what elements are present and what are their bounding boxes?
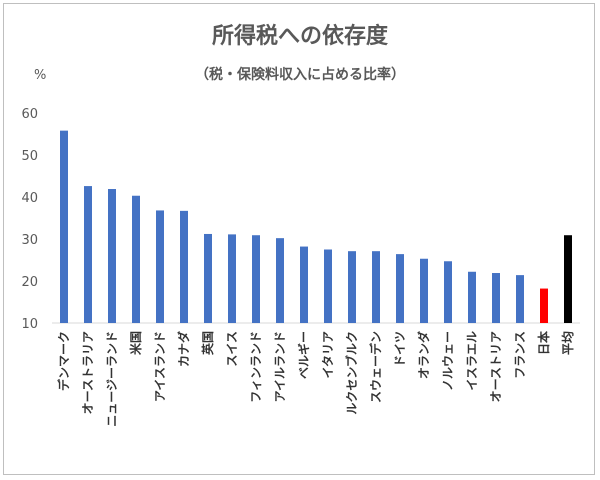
y-tick-label: 50 xyxy=(21,149,38,164)
x-tick-label: オランダ xyxy=(416,331,431,379)
chart-frame xyxy=(3,3,595,475)
bar xyxy=(228,234,236,323)
bar xyxy=(372,251,380,323)
bar xyxy=(132,195,140,323)
x-tick-label: イスラエル xyxy=(465,331,479,391)
bar xyxy=(84,186,92,323)
x-axis-labels: デンマーク オーストラリア ニュージーランド 米国 アイスランド カナダ 英国 スイス フィンラ… xyxy=(56,331,575,427)
bar xyxy=(444,261,452,323)
x-tick-label: スイス xyxy=(225,331,239,367)
x-tick-label: アイルランド xyxy=(273,331,287,402)
bar xyxy=(204,233,212,323)
x-tick-label: ルクセンブルク xyxy=(344,331,359,415)
x-tick-label: カナダ xyxy=(176,331,191,367)
chart-title: 所得税への依存度 xyxy=(211,24,388,49)
x-tick-label: オーストリア xyxy=(489,331,503,402)
x-tick-label: ドイツ xyxy=(393,331,407,367)
y-axis-unit: % xyxy=(34,68,47,83)
chart-subtitle: （税・保険料収入に占める比率） xyxy=(195,67,405,83)
x-tick-label: デンマーク xyxy=(56,331,71,391)
x-tick-label: 米国 xyxy=(128,331,143,355)
bar xyxy=(492,273,500,323)
bars-group xyxy=(60,130,572,323)
bar xyxy=(396,254,404,323)
x-tick-label: ベルギー xyxy=(296,331,311,379)
x-tick-label: イタリア xyxy=(321,331,335,379)
bar xyxy=(180,210,188,323)
x-tick-label: フランス xyxy=(513,331,527,379)
x-tick-label: 日本 xyxy=(536,331,551,355)
y-tick-label: 60 xyxy=(21,107,38,122)
x-tick-label: フィンランド xyxy=(249,331,263,403)
bar xyxy=(540,288,548,323)
x-tick-label: 英国 xyxy=(200,331,215,355)
bar xyxy=(564,235,572,323)
x-tick-label: スウェーデン xyxy=(368,331,383,403)
y-tick-label: 10 xyxy=(21,317,38,332)
bar xyxy=(108,189,116,323)
y-tick-label: 40 xyxy=(21,191,38,206)
bar xyxy=(252,235,260,323)
bar xyxy=(156,210,164,323)
bar xyxy=(468,271,476,323)
y-tick-label: 20 xyxy=(21,275,38,290)
bar xyxy=(324,249,332,323)
bar xyxy=(60,130,68,323)
bar xyxy=(348,251,356,323)
x-tick-label: ノルウェー xyxy=(441,331,455,391)
x-tick-label: 平均 xyxy=(560,331,575,355)
bar xyxy=(516,275,524,323)
bar xyxy=(420,258,428,323)
y-tick-label: 30 xyxy=(21,233,38,248)
x-tick-label: オーストラリア xyxy=(81,331,95,414)
x-tick-label: アイスランド xyxy=(153,331,167,402)
bar xyxy=(276,238,284,323)
bar xyxy=(300,246,308,323)
x-tick-label: ニュージーランド xyxy=(105,331,119,427)
